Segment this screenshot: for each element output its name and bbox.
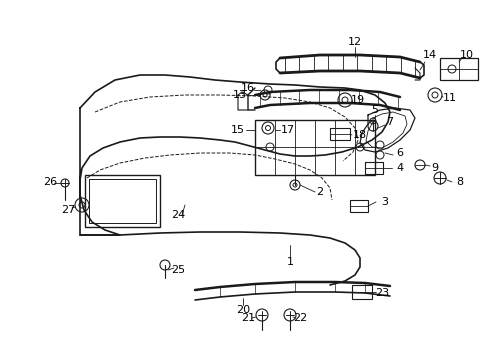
Bar: [89, 179, 156, 223]
Text: 23: 23: [374, 288, 388, 298]
Text: 19: 19: [350, 95, 365, 105]
Text: 12: 12: [347, 37, 361, 47]
Text: 16: 16: [241, 83, 254, 93]
Text: 24: 24: [170, 210, 185, 220]
Text: 10: 10: [459, 50, 473, 60]
Bar: [351, 285, 371, 299]
Text: 11: 11: [442, 93, 456, 103]
Bar: [364, 162, 382, 174]
Text: 18: 18: [352, 130, 366, 140]
Bar: [329, 128, 349, 140]
Text: 25: 25: [171, 265, 184, 275]
Text: 4: 4: [396, 163, 403, 173]
Text: 22: 22: [292, 313, 306, 323]
Text: 17: 17: [281, 125, 294, 135]
Text: 14: 14: [422, 50, 436, 60]
Text: 2: 2: [316, 187, 323, 197]
Text: 3: 3: [381, 197, 387, 207]
Text: 13: 13: [232, 90, 246, 100]
Text: 1: 1: [286, 257, 293, 267]
Text: 20: 20: [235, 305, 249, 315]
Text: 9: 9: [430, 163, 438, 173]
Text: 8: 8: [455, 177, 463, 187]
Bar: [254, 120, 374, 175]
Text: 15: 15: [230, 125, 244, 135]
Bar: [85, 175, 160, 227]
Text: 6: 6: [396, 148, 403, 158]
Bar: [349, 200, 367, 212]
Text: 21: 21: [241, 313, 255, 323]
Bar: [439, 58, 477, 80]
Text: 7: 7: [386, 117, 393, 127]
Text: 27: 27: [61, 205, 75, 215]
Text: 26: 26: [43, 177, 57, 187]
Text: 5: 5: [371, 105, 378, 115]
